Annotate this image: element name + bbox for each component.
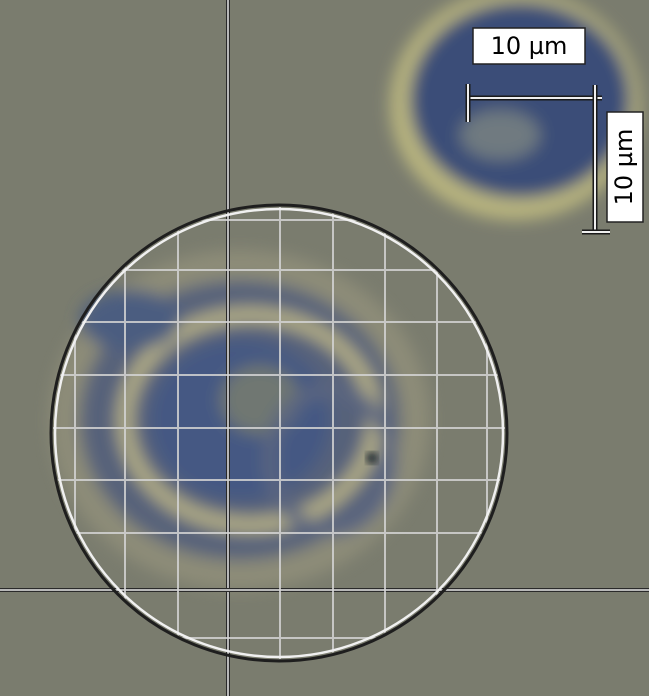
measurement-circle bbox=[49, 203, 509, 663]
scale-label: 10 µm bbox=[610, 129, 638, 206]
scale-bar-vertical: 10 µm bbox=[582, 85, 644, 235]
cell-main bbox=[50, 250, 430, 590]
scale-label: 10 µm bbox=[491, 32, 568, 60]
scale-bar-horizontal: 10 µm bbox=[465, 27, 602, 122]
particle bbox=[366, 452, 378, 464]
